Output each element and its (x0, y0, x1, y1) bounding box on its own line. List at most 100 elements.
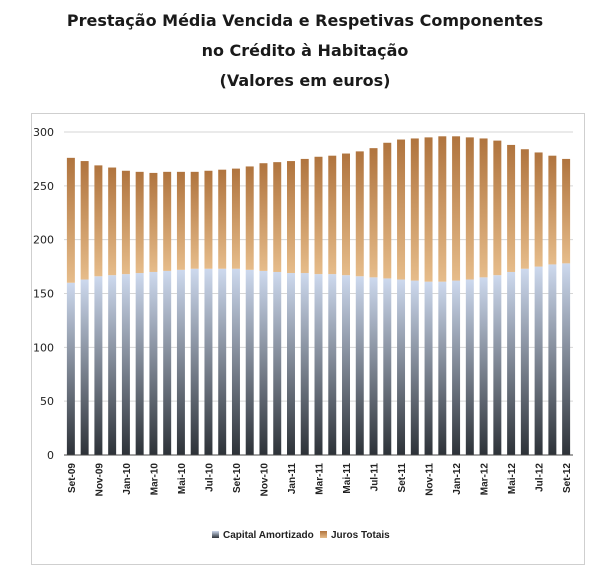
bar-capital-amortizado (135, 273, 144, 455)
x-tick-label: Nov-10 (259, 463, 270, 497)
bar-capital-amortizado (520, 268, 529, 455)
bar-capital-amortizado (410, 280, 419, 455)
bar-juros-totais (204, 170, 213, 269)
bar-capital-amortizado (149, 271, 158, 455)
bar-capital-amortizado (548, 264, 557, 455)
y-tick-label: 50 (40, 395, 54, 408)
bar-capital-amortizado (94, 276, 103, 455)
x-tick-label: Mai-12 (507, 463, 518, 495)
bar-juros-totais (507, 144, 516, 272)
x-tick-label: Nov-11 (425, 463, 436, 496)
bars (66, 136, 571, 455)
x-tick-label: Mar-11 (315, 463, 326, 495)
bar-juros-totais (108, 167, 117, 276)
y-tick-label: 300 (33, 126, 54, 139)
x-tick-label: Mai-10 (177, 463, 188, 495)
bar-capital-amortizado (163, 270, 172, 455)
bar-capital-amortizado (314, 274, 323, 455)
x-tick-label: Jul-10 (204, 463, 215, 492)
bar-juros-totais (273, 162, 282, 272)
bar-juros-totais (548, 155, 557, 265)
bar-juros-totais (300, 158, 309, 274)
bar-capital-amortizado (300, 273, 309, 455)
x-tick-label: Jul-11 (370, 463, 381, 492)
bar-capital-amortizado (383, 278, 392, 455)
chart-title-line-2: no Crédito à Habitação (201, 41, 409, 60)
bar-capital-amortizado (218, 268, 227, 455)
bar-capital-amortizado (328, 274, 337, 455)
chart-title-line-1: Prestação Média Vencida e Respetivas Com… (66, 11, 544, 30)
bar-juros-totais (342, 153, 350, 276)
bar-capital-amortizado (424, 281, 433, 455)
bar-capital-amortizado (66, 282, 75, 455)
bar-juros-totais (66, 157, 75, 283)
bar-juros-totais (397, 139, 406, 280)
bar-capital-amortizado (562, 263, 571, 455)
bar-juros-totais (562, 158, 571, 264)
y-tick-label: 150 (33, 288, 54, 301)
legend-swatch-juros (320, 531, 327, 538)
x-tick-label: Mar-12 (480, 463, 491, 496)
x-tick-label: Set-09 (67, 463, 78, 493)
bar-capital-amortizado (176, 269, 185, 455)
bar-juros-totais (465, 137, 474, 280)
bar-juros-totais (355, 151, 364, 277)
bar-capital-amortizado (121, 274, 130, 455)
legend: Capital Amortizado Juros Totais (212, 530, 390, 541)
bar-juros-totais (94, 165, 103, 277)
bar-juros-totais (438, 136, 447, 282)
legend-label-capital: Capital Amortizado (223, 530, 314, 541)
bar-juros-totais (328, 155, 337, 275)
bar-capital-amortizado (204, 268, 213, 455)
legend-swatch-capital (212, 531, 219, 538)
y-tick-label: 100 (33, 341, 54, 354)
bar-capital-amortizado (355, 276, 364, 455)
x-tick-label: Set-10 (232, 463, 243, 493)
bar-juros-totais (149, 172, 158, 272)
x-tick-label: Jan-10 (122, 463, 133, 495)
legend-label-juros: Juros Totais (331, 530, 390, 541)
bar-juros-totais (287, 161, 295, 274)
bar-juros-totais (493, 140, 502, 276)
x-tick-label: Jan-11 (287, 463, 298, 495)
bar-juros-totais (80, 161, 89, 280)
bar-capital-amortizado (465, 279, 474, 455)
bar-juros-totais (176, 171, 185, 270)
bar-juros-totais (410, 138, 419, 281)
bar-capital-amortizado (479, 277, 488, 455)
bar-capital-amortizado (534, 266, 543, 455)
x-tick-label: Jan-12 (452, 463, 463, 495)
bar-capital-amortizado (493, 275, 502, 455)
bar-capital-amortizado (369, 277, 378, 455)
bar-capital-amortizado (397, 279, 406, 455)
y-tick-label: 200 (33, 234, 54, 247)
bar-capital-amortizado (452, 280, 461, 455)
bar-juros-totais (479, 138, 488, 278)
bar-capital-amortizado (245, 269, 254, 455)
chart-title-line-3: (Valores em euros) (219, 71, 391, 90)
bar-capital-amortizado (259, 270, 268, 455)
bar-juros-totais (190, 171, 199, 269)
bar-capital-amortizado (231, 268, 240, 455)
bar-capital-amortizado (438, 281, 447, 455)
y-axis-ticks: 0 50 100 150 200 250 300 (33, 126, 54, 462)
x-tick-label: Set-12 (562, 463, 573, 493)
bar-juros-totais (369, 148, 378, 278)
bar-capital-amortizado (80, 279, 89, 455)
bar-juros-totais (314, 156, 323, 275)
x-tick-label: Nov-09 (94, 463, 105, 497)
bar-capital-amortizado (108, 275, 117, 455)
bar-capital-amortizado (190, 268, 199, 455)
bar-capital-amortizado (287, 273, 295, 455)
y-tick-label: 250 (33, 180, 54, 193)
bar-juros-totais (520, 149, 529, 269)
bar-juros-totais (452, 136, 461, 281)
bar-juros-totais (121, 170, 130, 275)
bar-juros-totais (245, 166, 254, 270)
x-tick-label: Set-11 (397, 463, 408, 493)
x-tick-label: Jul-12 (535, 463, 546, 492)
x-tick-label: Mai-11 (342, 463, 353, 494)
bar-juros-totais (534, 152, 543, 267)
bar-juros-totais (383, 142, 392, 279)
